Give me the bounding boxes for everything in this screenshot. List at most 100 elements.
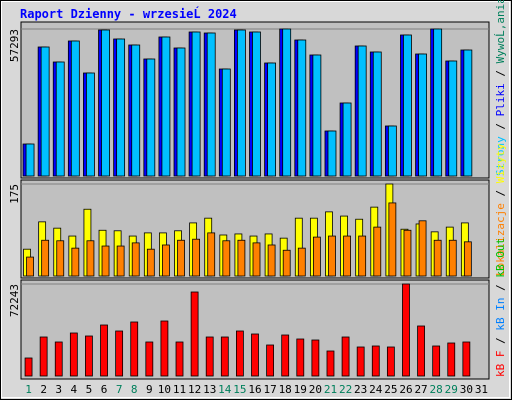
- bar: [267, 62, 276, 177]
- bar: [220, 336, 229, 377]
- bar: [160, 320, 169, 377]
- bar: [358, 235, 367, 277]
- bar: [85, 335, 93, 377]
- x-tick-label: 20: [309, 383, 322, 396]
- bar: [312, 236, 321, 277]
- x-tick-label: 1: [25, 383, 32, 396]
- bar: [297, 247, 306, 277]
- bar: [267, 244, 276, 277]
- bar: [311, 339, 320, 377]
- x-tick-label: 22: [339, 383, 352, 396]
- bar: [403, 229, 412, 277]
- x-tick-label: 9: [146, 383, 153, 396]
- bar: [327, 130, 337, 177]
- x-tick-label: 4: [71, 383, 78, 396]
- x-tick-label: 13: [203, 383, 216, 396]
- bar: [236, 330, 244, 377]
- bar: [221, 68, 231, 177]
- bar: [100, 324, 108, 377]
- x-tick-label: 5: [86, 383, 93, 396]
- bar: [162, 244, 170, 277]
- bar: [177, 239, 185, 277]
- bar: [418, 220, 427, 277]
- bar: [146, 58, 156, 177]
- bar: [296, 338, 305, 377]
- bar: [447, 342, 456, 377]
- x-tick-label: 29: [445, 383, 458, 396]
- bar: [282, 249, 291, 277]
- chart-title: Raport Dzienny - wrzesieĹ 2024: [20, 6, 237, 21]
- bar: [101, 29, 110, 177]
- bar: [146, 248, 155, 277]
- x-tick-label: 24: [369, 383, 383, 396]
- legend: Lokalizacje / Wizyty: [494, 143, 507, 276]
- legend-entry: kB F: [494, 351, 507, 378]
- bar: [387, 125, 397, 177]
- bar: [191, 31, 201, 177]
- bar: [192, 238, 201, 277]
- bar: [116, 245, 125, 277]
- bar: [131, 242, 140, 277]
- bar: [371, 345, 380, 377]
- bar: [252, 31, 261, 177]
- x-tick-label: 18: [279, 383, 292, 396]
- bar: [24, 357, 33, 377]
- x-tick-label: 31: [475, 383, 488, 396]
- bar: [176, 47, 186, 177]
- bar: [86, 72, 95, 177]
- x-tick-label: 28: [430, 383, 443, 396]
- x-tick-label: 12: [188, 383, 201, 396]
- y-tick-label: 175: [8, 184, 21, 204]
- x-tick-label: 6: [101, 383, 108, 396]
- x-tick-label: 30: [460, 383, 473, 396]
- legend-entry: Pliki: [494, 83, 507, 116]
- legend-separator: /: [494, 63, 507, 83]
- bar: [373, 226, 382, 277]
- bar: [130, 321, 139, 377]
- legend-separator: /: [494, 183, 507, 203]
- bar: [386, 346, 395, 377]
- bar: [205, 336, 214, 377]
- bar: [281, 334, 290, 377]
- bar: [161, 36, 171, 177]
- bar: [101, 245, 110, 277]
- x-tick-label: 3: [55, 383, 62, 396]
- legend-entry: kB Out: [494, 238, 507, 278]
- bar: [71, 247, 80, 277]
- x-tick-label: 25: [384, 383, 397, 396]
- bar: [116, 38, 126, 177]
- bar: [41, 239, 50, 277]
- bar: [433, 28, 443, 177]
- bar: [69, 332, 78, 377]
- bar: [463, 49, 473, 177]
- bar: [463, 241, 472, 277]
- bar: [341, 336, 350, 377]
- bar: [56, 240, 65, 277]
- legend-entry: Lokalizacje: [494, 203, 507, 276]
- x-tick-label: 23: [354, 383, 367, 396]
- x-tick-label: 8: [131, 383, 138, 396]
- bar: [343, 235, 351, 277]
- x-tick-label: 27: [414, 383, 427, 396]
- bar: [145, 341, 154, 377]
- bar: [402, 283, 410, 377]
- bar: [326, 350, 335, 377]
- x-tick-label: 2: [40, 383, 47, 396]
- bar: [388, 202, 397, 277]
- bar: [54, 341, 63, 377]
- legend: kB F / kB In / kB Out: [494, 238, 507, 377]
- bar: [448, 60, 458, 177]
- bar: [403, 34, 412, 177]
- bar: [25, 143, 35, 177]
- bar: [70, 40, 80, 177]
- x-tick-label: 16: [248, 383, 261, 396]
- bar: [237, 239, 246, 277]
- bar: [297, 39, 307, 177]
- x-tick-label: 26: [399, 383, 412, 396]
- x-tick-label: 15: [233, 383, 246, 396]
- legend-separator: /: [494, 116, 507, 136]
- x-tick-label: 21: [324, 383, 337, 396]
- legend-entry: Wizyty: [494, 143, 507, 183]
